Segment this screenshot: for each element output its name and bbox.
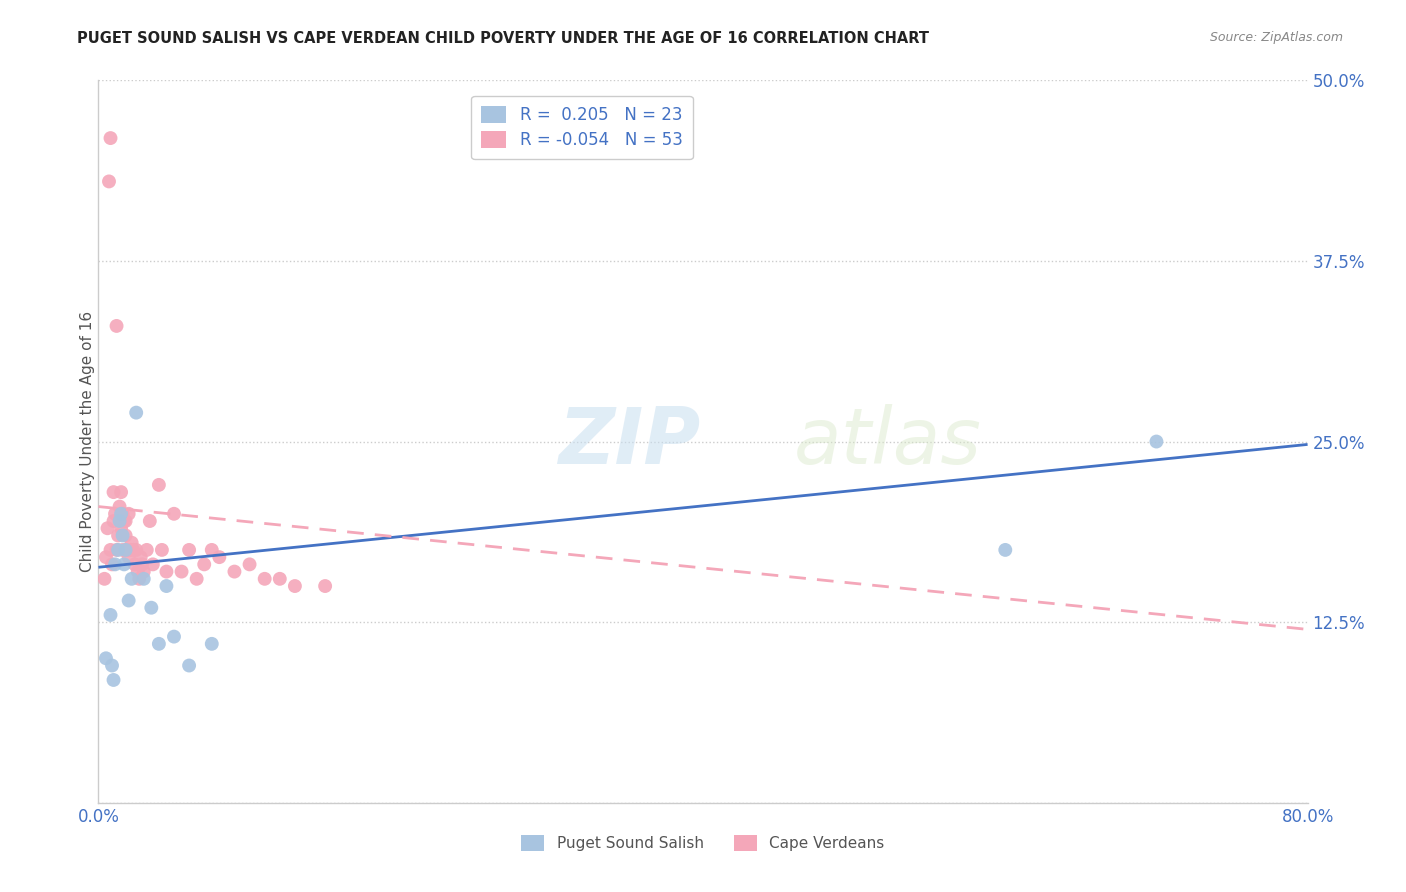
Point xyxy=(107,528,129,542)
Point xyxy=(103,673,125,687)
Point xyxy=(269,572,291,586)
Point xyxy=(132,572,155,586)
Point xyxy=(148,478,170,492)
Point xyxy=(94,550,117,565)
Point xyxy=(100,542,122,557)
Point xyxy=(105,318,128,333)
Point xyxy=(108,500,131,514)
Point xyxy=(193,558,215,572)
Point xyxy=(93,572,115,586)
Point xyxy=(163,507,186,521)
Point xyxy=(111,528,134,542)
Point xyxy=(125,542,148,557)
Point xyxy=(114,542,136,557)
Point xyxy=(101,658,124,673)
Point xyxy=(118,550,141,565)
Text: atlas: atlas xyxy=(793,403,981,480)
Point xyxy=(107,542,129,557)
Point xyxy=(105,542,128,557)
Point xyxy=(115,542,138,557)
Point xyxy=(124,558,146,572)
Point xyxy=(108,514,131,528)
Point xyxy=(208,550,231,565)
Text: PUGET SOUND SALISH VS CAPE VERDEAN CHILD POVERTY UNDER THE AGE OF 16 CORRELATION: PUGET SOUND SALISH VS CAPE VERDEAN CHILD… xyxy=(77,31,929,46)
Point xyxy=(148,637,170,651)
Point xyxy=(121,572,143,586)
Point xyxy=(253,572,276,586)
Point xyxy=(122,542,145,557)
Point xyxy=(994,542,1017,557)
Point xyxy=(132,565,155,579)
Point xyxy=(103,514,125,528)
Point xyxy=(163,630,186,644)
Point xyxy=(94,651,117,665)
Point xyxy=(96,521,118,535)
Legend: Puget Sound Salish, Cape Verdeans: Puget Sound Salish, Cape Verdeans xyxy=(512,826,894,860)
Point xyxy=(155,565,177,579)
Point xyxy=(1144,434,1167,449)
Point xyxy=(224,565,246,579)
Text: Source: ZipAtlas.com: Source: ZipAtlas.com xyxy=(1209,31,1343,45)
Point xyxy=(111,542,134,557)
Point xyxy=(103,485,125,500)
Point xyxy=(112,514,135,528)
Point xyxy=(118,593,141,607)
Point xyxy=(139,514,162,528)
Point xyxy=(201,637,224,651)
Point xyxy=(104,507,127,521)
Point xyxy=(170,565,193,579)
Point xyxy=(314,579,336,593)
Point xyxy=(125,406,148,420)
Point xyxy=(121,535,143,549)
Point xyxy=(118,507,141,521)
Point xyxy=(111,507,134,521)
Point xyxy=(186,572,208,586)
Point xyxy=(142,558,165,572)
Point xyxy=(131,558,153,572)
Point xyxy=(141,600,163,615)
Point xyxy=(114,528,136,542)
Point xyxy=(104,558,127,572)
Point xyxy=(284,579,307,593)
Point xyxy=(155,579,177,593)
Point xyxy=(110,485,132,500)
Point xyxy=(101,558,124,572)
Point xyxy=(98,174,121,188)
Point xyxy=(150,542,173,557)
Point xyxy=(179,658,201,673)
Point xyxy=(201,542,224,557)
Y-axis label: Child Poverty Under the Age of 16: Child Poverty Under the Age of 16 xyxy=(80,311,94,572)
Point xyxy=(110,521,132,535)
Point xyxy=(239,558,262,572)
Point xyxy=(135,542,157,557)
Point xyxy=(100,131,122,145)
Point xyxy=(179,542,201,557)
Point xyxy=(110,507,132,521)
Point xyxy=(112,558,135,572)
Point xyxy=(127,565,149,579)
Point xyxy=(100,607,122,622)
Point xyxy=(128,572,150,586)
Point xyxy=(129,550,152,565)
Point xyxy=(120,542,142,557)
Text: ZIP: ZIP xyxy=(558,403,700,480)
Point xyxy=(114,514,136,528)
